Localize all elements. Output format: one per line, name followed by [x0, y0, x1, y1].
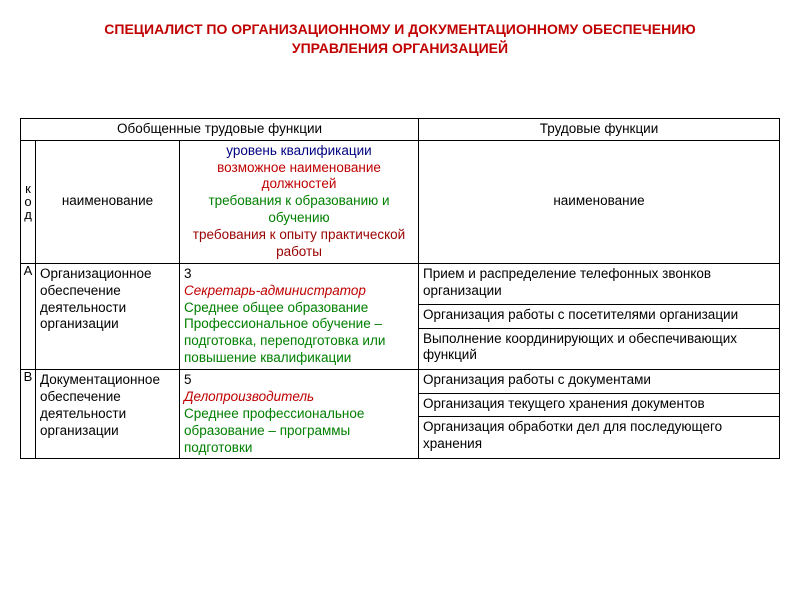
header-level-l1: уровень квалификации [184, 143, 414, 160]
rowB-func3: Организация обработки дел для последующе… [419, 417, 780, 459]
rowA-level: 3 Секретарь-администратор Среднее общее … [180, 263, 419, 369]
header-name: наименование [36, 140, 180, 263]
title-line1: СПЕЦИАЛИСТ ПО ОРГАНИЗАЦИОННОМУ И ДОКУМЕН… [104, 21, 695, 37]
rowA-func1: Прием и распределение телефонных звонков… [419, 263, 780, 304]
rowB-func1: Организация работы с документами [419, 370, 780, 394]
rowB-func2: Организация текущего хранения документов [419, 393, 780, 417]
header-level: уровень квалификации возможное наименова… [180, 140, 419, 263]
header-func: наименование [419, 140, 780, 263]
functions-table: Обобщенные трудовые функции Трудовые фун… [20, 118, 780, 460]
header-level-l3: требования к образованию и обучению [184, 193, 414, 227]
page-title: СПЕЦИАЛИСТ ПО ОРГАНИЗАЦИОННОМУ И ДОКУМЕН… [20, 20, 780, 58]
rowA-func2: Организация работы с посетителями органи… [419, 305, 780, 328]
rowA-code: А [21, 263, 36, 369]
rowB-level-num: 5 [184, 372, 414, 389]
header-code: код [21, 140, 36, 263]
rowA-level-edu: Среднее общее образование Профессиональн… [184, 300, 414, 368]
header-level-l4: требования к опыту практической работы [184, 227, 414, 261]
rowA-level-job: Секретарь-администратор [184, 283, 414, 300]
title-line2: УПРАВЛЕНИЯ ОРГАНИЗАЦИЕЙ [292, 40, 508, 56]
rowB-code: В [21, 370, 36, 459]
rowA-name: Организационное обеспечение деятельности… [36, 263, 180, 369]
header-level-l2: возможное наименование должностей [184, 160, 414, 194]
rowB-level-job: Делопроизводитель [184, 389, 414, 406]
rowA-func3: Выполнение координирующих и обеспечивающ… [419, 328, 780, 369]
rowB-level: 5 Делопроизводитель Среднее профессионал… [180, 370, 419, 459]
header-left: Обобщенные трудовые функции [21, 118, 419, 140]
header-right: Трудовые функции [419, 118, 780, 140]
rowB-name: Документационное обеспечение деятельност… [36, 370, 180, 459]
rowA-level-num: 3 [184, 266, 414, 283]
rowB-level-edu: Среднее профессиональное образование – п… [184, 406, 414, 457]
